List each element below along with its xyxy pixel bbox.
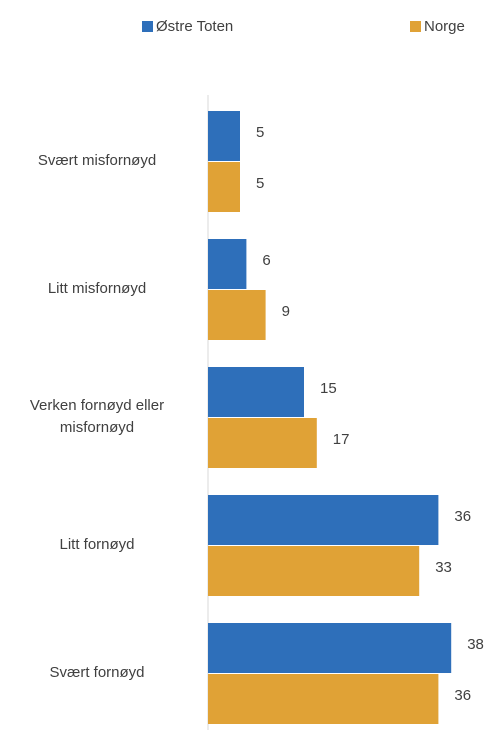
bar bbox=[208, 623, 452, 673]
value-label: 15 bbox=[320, 380, 337, 397]
value-label: 9 bbox=[282, 303, 290, 320]
bar bbox=[208, 418, 317, 468]
bar bbox=[208, 162, 240, 212]
value-label: 33 bbox=[435, 559, 452, 576]
legend-label: Norge bbox=[424, 18, 465, 35]
legend-label: Østre Toten bbox=[156, 18, 233, 35]
value-label: 5 bbox=[256, 175, 264, 192]
value-label: 17 bbox=[333, 431, 350, 448]
legend-swatch bbox=[410, 21, 421, 32]
category-label: Litt fornøyd bbox=[59, 536, 135, 553]
bar bbox=[208, 290, 266, 340]
bar bbox=[208, 367, 304, 417]
value-label: 6 bbox=[262, 252, 270, 269]
bar bbox=[208, 239, 247, 289]
category-label: Svært fornøyd bbox=[49, 664, 145, 681]
value-label: 36 bbox=[454, 687, 471, 704]
category-label: Svært misfornøyd bbox=[37, 152, 157, 169]
bar bbox=[208, 546, 420, 596]
value-label: 5 bbox=[256, 124, 264, 141]
category-label: Litt misfornøyd bbox=[47, 280, 147, 297]
category-label: Verken fornøyd eller misfornøyd bbox=[29, 397, 165, 436]
value-label: 38 bbox=[467, 636, 484, 653]
value-label: 36 bbox=[454, 508, 471, 525]
legend-swatch bbox=[142, 21, 153, 32]
bar bbox=[208, 674, 439, 724]
bar bbox=[208, 495, 439, 545]
bar bbox=[208, 111, 240, 161]
